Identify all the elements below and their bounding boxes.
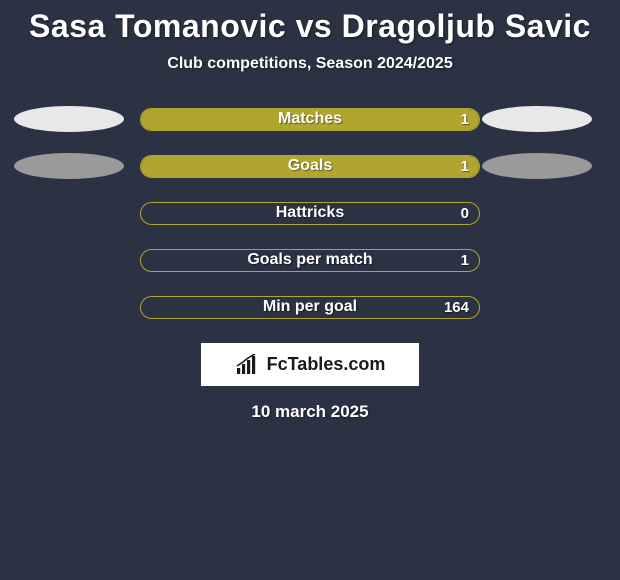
ellipse-icon <box>14 153 124 179</box>
stat-row: Min per goal164 <box>10 295 610 319</box>
stat-value-right: 1 <box>461 156 469 177</box>
comparison-infographic: Sasa Tomanovic vs Dragoljub Savic Club c… <box>0 0 620 580</box>
stat-value-right: 0 <box>461 203 469 224</box>
brand-box[interactable]: FcTables.com <box>201 343 419 386</box>
stat-bar: Goals per match1 <box>140 249 480 272</box>
stat-bar: Matches1 <box>140 108 480 131</box>
ellipse-icon <box>482 106 592 132</box>
stat-row: Hattricks0 <box>10 201 610 225</box>
stat-label: Matches <box>141 109 479 130</box>
stat-value-right: 164 <box>444 297 469 318</box>
stat-row: Goals1 <box>10 154 610 178</box>
stat-value-right: 1 <box>461 109 469 130</box>
bar-chart-icon <box>235 354 261 376</box>
stat-label: Min per goal <box>141 297 479 318</box>
stat-bar: Goals1 <box>140 155 480 178</box>
stat-bar: Min per goal164 <box>140 296 480 319</box>
stat-row: Matches1 <box>10 107 610 131</box>
ellipse-icon <box>14 106 124 132</box>
stat-label: Hattricks <box>141 203 479 224</box>
brand-text: FcTables.com <box>267 354 386 375</box>
subtitle: Club competitions, Season 2024/2025 <box>0 55 620 73</box>
stat-label: Goals <box>141 156 479 177</box>
ellipse-icon <box>482 153 592 179</box>
stat-row: Goals per match1 <box>10 248 610 272</box>
stat-value-right: 1 <box>461 250 469 271</box>
date-text: 10 march 2025 <box>0 402 620 422</box>
stat-label: Goals per match <box>141 250 479 271</box>
page-title: Sasa Tomanovic vs Dragoljub Savic <box>0 0 620 45</box>
stats-area: Matches1Goals1Hattricks0Goals per match1… <box>0 107 620 319</box>
stat-bar: Hattricks0 <box>140 202 480 225</box>
